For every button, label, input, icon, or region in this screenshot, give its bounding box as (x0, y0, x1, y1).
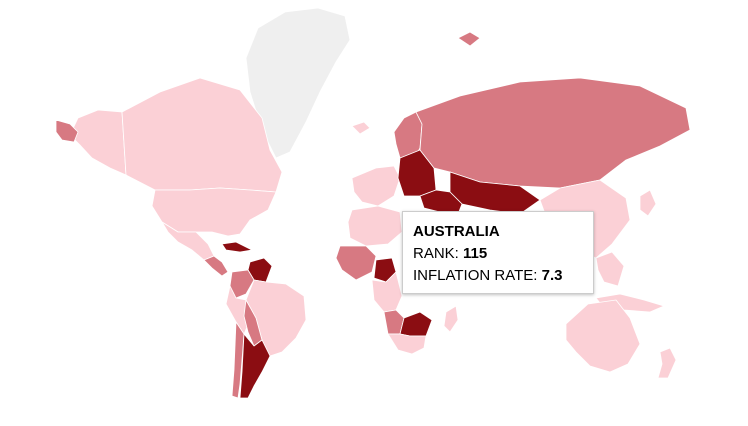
region-australia[interactable] (565, 299, 641, 373)
region-iceland[interactable] (351, 121, 371, 135)
tooltip-rate-label: INFLATION RATE: (413, 267, 538, 284)
tooltip-rate-row: INFLATION RATE: 7.3 (413, 265, 583, 287)
region-new-zealand[interactable] (657, 347, 677, 379)
region-greenland[interactable] (245, 7, 351, 159)
tooltip-country-name: AUSTRALIA (413, 223, 500, 240)
region-middle-east[interactable] (419, 189, 463, 215)
region-japan[interactable] (639, 189, 657, 217)
region-southeast-asia[interactable] (595, 251, 625, 287)
region-southern-africa[interactable] (387, 333, 427, 355)
region-western-europe[interactable] (351, 165, 401, 207)
region-cuba[interactable] (221, 241, 253, 253)
tooltip-rank-value: 115 (463, 245, 488, 262)
region-west-africa[interactable] (335, 245, 377, 281)
region-russia[interactable] (415, 77, 691, 189)
region-alaska[interactable] (69, 109, 127, 176)
region-north-africa[interactable] (347, 205, 403, 247)
region-alaska-tip[interactable] (55, 119, 79, 143)
region-argentina[interactable] (239, 333, 271, 399)
tooltip-rank-label: RANK: (413, 245, 459, 262)
country-tooltip: AUSTRALIA RANK: 115 INFLATION RATE: 7.3 (402, 211, 594, 294)
region-madagascar[interactable] (443, 305, 459, 333)
region-zimbabwe[interactable] (399, 311, 433, 337)
tooltip-rank-row: RANK: 115 (413, 243, 583, 265)
region-svalbard[interactable] (457, 31, 481, 47)
region-central-africa[interactable] (371, 271, 403, 313)
region-central-america[interactable] (203, 255, 229, 277)
tooltip-rate-value: 7.3 (541, 267, 563, 284)
